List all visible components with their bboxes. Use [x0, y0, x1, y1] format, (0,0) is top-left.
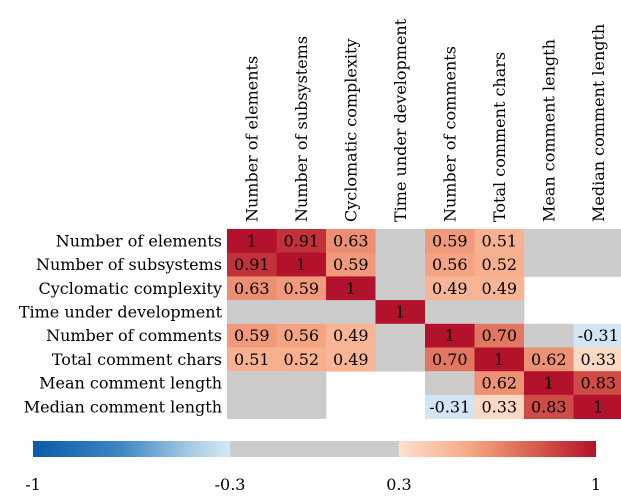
- heatmap-cells: 1 0.91 0.63 0.59 0.51 0.91 1 0.59 0.56 0.52 0.63 0.…: [227, 229, 621, 419]
- cell-value-label: 0.49: [481, 279, 517, 298]
- cell-value-label: 0.62: [531, 350, 567, 369]
- heatmap-cell: [277, 371, 327, 395]
- colorbar-tick-label: -0.3: [215, 475, 246, 494]
- heatmap-cell: [277, 300, 327, 324]
- column-labels: Number of elements Number of subsystems Cy…: [242, 18, 608, 222]
- row-label-mean-comment-length: Mean comment length: [39, 374, 222, 393]
- row-label-number-of-comments: Number of comments: [46, 326, 222, 345]
- colorbar-tick-label: -1: [25, 475, 41, 494]
- colorbar: -1 -0.3 0.3 1: [25, 441, 601, 494]
- cell-value-label: 0.51: [234, 350, 270, 369]
- cell-value-label: -0.31: [429, 397, 470, 416]
- cell-value-label: 0.70: [481, 326, 517, 345]
- cell-value-label: 1: [346, 279, 356, 298]
- colorbar-tick-label: 0.3: [386, 475, 411, 494]
- heatmap-cell: [277, 395, 327, 419]
- cell-value-label: 1: [296, 255, 306, 274]
- cell-value-label: 0.56: [283, 326, 319, 345]
- cell-value-label: 0.51: [481, 231, 517, 250]
- column-label-number-of-comments: Number of comments: [440, 46, 459, 222]
- cell-value-label: 1: [445, 326, 455, 345]
- cell-value-label: 0.62: [481, 374, 517, 393]
- row-labels: Number of elements Number of subsystems Cy…: [19, 231, 223, 416]
- column-label-median-comment-length: Median comment length: [589, 24, 608, 222]
- cell-value-label: 0.59: [283, 279, 319, 298]
- cell-value-label: 0.52: [481, 255, 517, 274]
- column-label-time-under-development: Time under development: [391, 18, 410, 222]
- column-label-mean-comment-length: Mean comment length: [539, 39, 558, 222]
- cell-value-label: 0.83: [580, 374, 616, 393]
- cell-value-label: 0.33: [481, 397, 517, 416]
- cell-value-label: 0.49: [333, 350, 369, 369]
- row-label-time-under-development: Time under development: [19, 302, 223, 321]
- cell-value-label: 1: [544, 374, 554, 393]
- heatmap-cell: [227, 371, 277, 395]
- cell-value-label: 1: [247, 231, 257, 250]
- column-label-cyclomatic-complexity: Cyclomatic complexity: [341, 39, 360, 223]
- cell-value-label: 0.91: [283, 231, 319, 250]
- heatmap-cell: [376, 229, 426, 253]
- row-label-number-of-subsystems: Number of subsystems: [36, 255, 222, 274]
- row-label-median-comment-length: Median comment length: [24, 397, 222, 416]
- colorbar-tick-label: 1: [591, 475, 601, 494]
- cell-value-label: 1: [494, 350, 504, 369]
- column-label-number-of-subsystems: Number of subsystems: [292, 36, 311, 222]
- cell-value-label: 1: [593, 397, 603, 416]
- heatmap-cell: [227, 300, 277, 324]
- heatmap-cell: [227, 395, 277, 419]
- cell-value-label: 0.59: [234, 326, 270, 345]
- heatmap-cell: [574, 253, 621, 277]
- colorbar-neutral-segment: [230, 441, 399, 457]
- cell-value-label: 0.59: [432, 231, 468, 250]
- column-label-number-of-elements: Number of elements: [242, 56, 261, 222]
- colorbar-negative-segment: [33, 441, 230, 457]
- column-label-total-comment-chars: Total comment chars: [490, 52, 509, 222]
- cell-value-label: 0.33: [580, 350, 616, 369]
- colorbar-positive-segment: [399, 441, 596, 457]
- heatmap-cell: [425, 300, 475, 324]
- cell-value-label: 0.49: [333, 326, 369, 345]
- cell-value-label: -0.31: [578, 326, 619, 345]
- row-label-cyclomatic-complexity: Cyclomatic complexity: [39, 279, 223, 298]
- cell-value-label: 1: [395, 302, 405, 321]
- heatmap-cell: [376, 324, 426, 348]
- heatmap-cell: [326, 300, 376, 324]
- heatmap-cell: [376, 348, 426, 372]
- cell-value-label: 0.59: [333, 255, 369, 274]
- cell-value-label: 0.91: [234, 255, 270, 274]
- cell-value-label: 0.63: [333, 231, 369, 250]
- row-label-number-of-elements: Number of elements: [56, 231, 222, 250]
- heatmap-cell: [425, 371, 475, 395]
- heatmap-cell: [524, 324, 574, 348]
- heatmap-cell: [475, 300, 525, 324]
- heatmap-cell: [376, 276, 426, 300]
- cell-value-label: 0.70: [432, 350, 468, 369]
- heatmap-cell: [524, 253, 574, 277]
- cell-value-label: 0.63: [234, 279, 270, 298]
- cell-value-label: 0.49: [432, 279, 468, 298]
- heatmap-cell: [376, 253, 426, 277]
- row-label-total-comment-chars: Total comment chars: [52, 350, 222, 369]
- cell-value-label: 0.52: [283, 350, 319, 369]
- heatmap-cell: [574, 229, 621, 253]
- cell-value-label: 0.83: [531, 397, 567, 416]
- cell-value-label: 0.56: [432, 255, 468, 274]
- heatmap-cell: [524, 229, 574, 253]
